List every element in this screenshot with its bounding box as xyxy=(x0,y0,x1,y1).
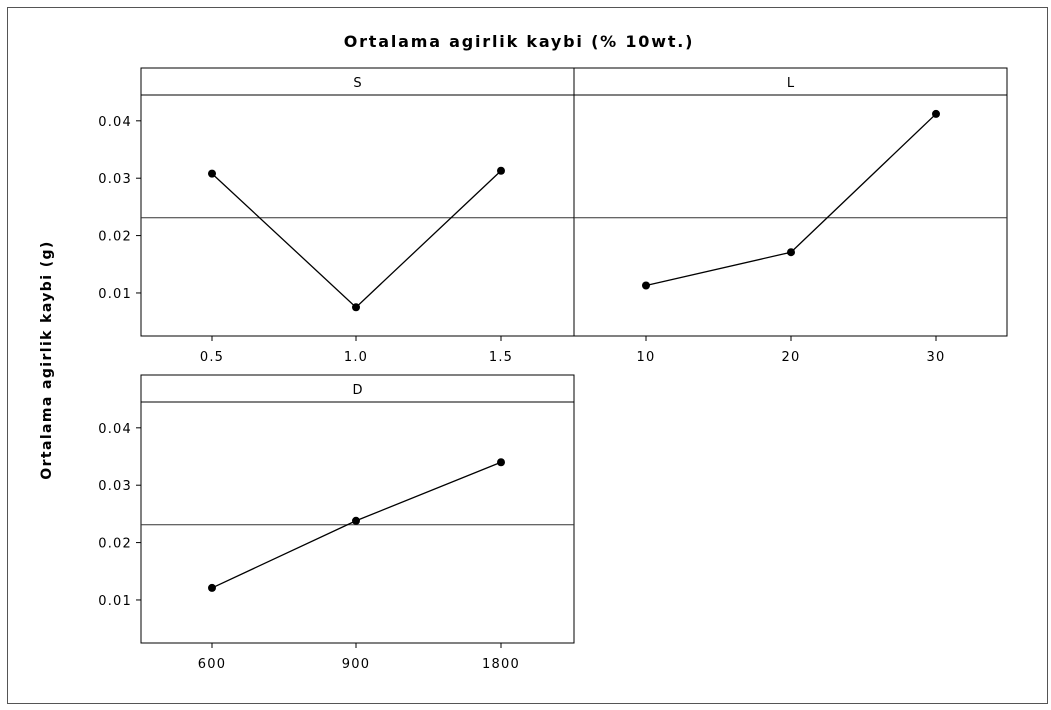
panels-group: S 0.01 0.02 0.03 0.04 0.5 1.0 1.5 L 10 20 30 D 0.01 0.… xyxy=(98,67,1008,672)
x-tick-label: 600 xyxy=(198,657,226,672)
x-tick-label: 1.0 xyxy=(344,350,368,365)
data-point xyxy=(497,166,505,175)
data-point xyxy=(208,583,216,592)
x-tick-label: 20 xyxy=(782,350,801,365)
data-point xyxy=(352,303,360,312)
panel-strip-label: S xyxy=(353,76,361,91)
y-tick-label: 0.03 xyxy=(98,172,132,187)
data-point xyxy=(642,281,650,290)
data-point xyxy=(208,169,216,178)
x-tick-label: 10 xyxy=(637,350,656,365)
panel-d: D 0.01 0.02 0.03 0.04 600 900 1800 xyxy=(98,374,575,672)
chart-title: Ortalama agirlik kaybi (% 10wt.) xyxy=(344,32,695,51)
y-tick-label: 0.01 xyxy=(98,287,132,302)
panel-l: L 10 20 30 xyxy=(573,67,1008,365)
plot-area xyxy=(140,94,575,337)
data-point xyxy=(497,458,505,467)
y-tick-label: 0.02 xyxy=(98,537,132,552)
y-tick-label: 0.03 xyxy=(98,479,132,494)
panel-strip-label: D xyxy=(352,383,362,398)
y-tick-label: 0.02 xyxy=(98,230,132,245)
y-tick-label: 0.01 xyxy=(98,594,132,609)
outer-frame xyxy=(7,7,1048,704)
x-tick-label: 30 xyxy=(927,350,946,365)
y-axis-label: Ortalama agirlik kaybi (g) xyxy=(39,240,55,479)
panel-strip-label: L xyxy=(787,76,795,91)
data-point xyxy=(352,516,360,525)
x-tick-label: 0.5 xyxy=(200,350,224,365)
panel-strip xyxy=(140,67,575,96)
series-line xyxy=(645,113,937,287)
plot-area xyxy=(140,401,575,644)
data-point xyxy=(932,109,940,118)
x-tick-label: 900 xyxy=(342,657,370,672)
x-tick-label: 1800 xyxy=(482,657,520,672)
x-tick-label: 1.5 xyxy=(489,350,513,365)
panel-s: S 0.01 0.02 0.03 0.04 0.5 1.0 1.5 xyxy=(98,67,575,365)
series-line xyxy=(211,170,502,309)
y-tick-label: 0.04 xyxy=(98,422,132,437)
panel-strip xyxy=(140,374,575,403)
data-point xyxy=(787,248,795,257)
y-tick-label: 0.04 xyxy=(98,115,132,130)
plot-area xyxy=(573,94,1008,337)
